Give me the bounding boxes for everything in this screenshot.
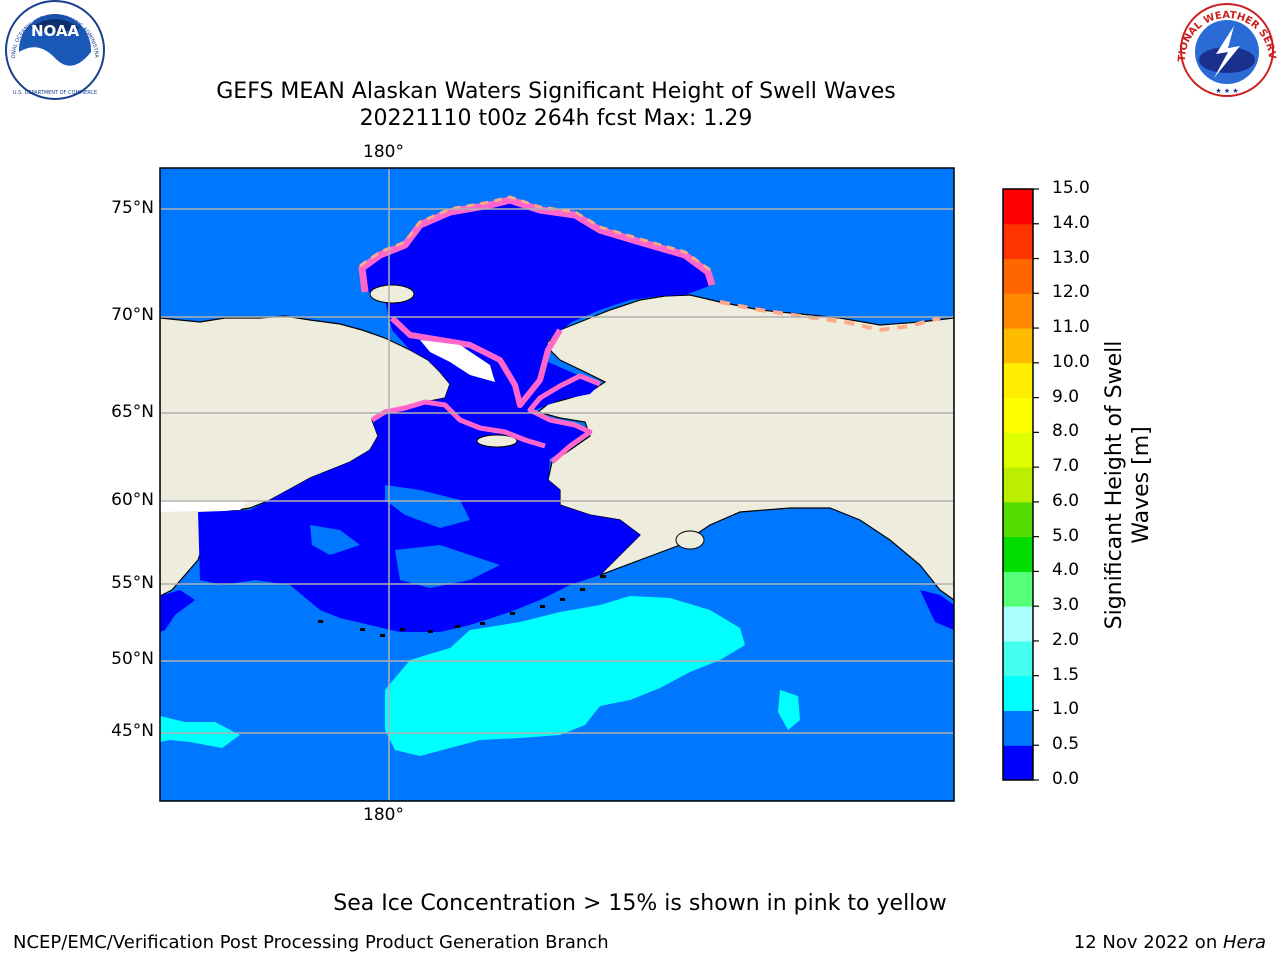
colorbar-tick-label: 1.5 [1052,664,1080,685]
aleutian-islands [318,575,606,637]
lat-label-70: 70°N [111,305,154,325]
lat-label-65: 65°N [111,402,154,422]
noaa-logo-bottom-text: U.S. DEPARTMENT OF COMMERCE [13,90,97,96]
lat-label-45: 45°N [111,721,154,741]
swell-1.0-1.5-patch [385,596,745,756]
colorbar-label-line-2: Waves [m] [1129,426,1154,544]
noaa-logo-text: NOAA [31,22,80,40]
colorbar-segment [1003,397,1033,433]
nws-logo-ring-text: NATIONAL WEATHER SERVICE [0,0,1277,62]
colorbar-tick-label: 9.0 [1052,386,1080,407]
colorbar-tick-label: 3.0 [1052,595,1080,616]
colorbar-tick-label: 12.0 [1052,282,1090,303]
sea-ice-note: Sea Ice Concentration > 15% is shown in … [333,891,947,916]
lat-label-55: 55°N [111,573,154,593]
footer-credit: NCEP/EMC/Verification Post Processing Pr… [13,932,609,953]
colorbar-segment [1003,258,1033,294]
title-line-1: GEFS MEAN Alaskan Waters Significant Hei… [216,79,896,104]
colorbar-segment [1003,536,1033,572]
colorbar-tick-label: 4.0 [1052,560,1080,581]
colorbar-segment [1003,432,1033,468]
footer-date: 12 Nov 2022 on Hera [1074,932,1266,953]
svg-text:★ ★ ★: ★ ★ ★ [1215,87,1238,95]
colorbar-segment [1003,745,1033,781]
colorbar-label: Significant Height of Swell Waves [m] [1101,341,1155,630]
colorbar-segment [1003,571,1033,607]
colorbar-tick-label: 2.0 [1052,629,1080,650]
svg-text:NATIONAL WEATHER SERVICE: NATIONAL WEATHER SERVICE [0,0,1277,62]
lat-label-60: 60°N [111,490,154,510]
colorbar-segment [1003,640,1033,677]
colorbar-frame [1002,188,1034,781]
colorbar-segment [1003,362,1033,399]
colorbar-tick-label: 13.0 [1052,247,1090,268]
lon-label-bottom: 180° [363,805,404,825]
colorbar [1002,188,1039,781]
colorbar-segment [1003,501,1033,538]
colorbar-tick-label: 1.0 [1052,699,1080,720]
colorbar-segment [1003,467,1033,503]
colorbar-segment [1003,710,1033,746]
nws-logo-icon: NATIONAL WEATHER SERVICE ★ ★ ★ [0,0,1277,97]
map-area [160,168,954,801]
colorbar-tick-label: 5.0 [1052,525,1080,546]
colorbar-tick-label: 15.0 [1052,178,1090,198]
colorbar-segment [1003,189,1033,225]
footer-host: Hera [1222,932,1266,953]
colorbar-segment [1003,675,1033,711]
title-line-2: 20221110 t00z 264h fcst Max: 1.29 [359,106,753,131]
colorbar-label-line-1: Significant Height of Swell [1102,340,1127,630]
arctic-swell-0-0.5 [362,200,712,460]
lon-label-top: 180° [363,142,404,162]
colorbar-tick-label: 11.0 [1052,317,1090,338]
colorbar-tick-label: 14.0 [1052,212,1090,233]
colorbar-tick-label: 0.5 [1052,734,1080,755]
colorbar-segment [1003,223,1033,260]
colorbar-tick-label: 6.0 [1052,490,1080,511]
colorbar-segment [1003,328,1033,364]
colorbar-tick-label: 10.0 [1052,351,1090,372]
colorbar-segment [1003,293,1033,329]
lat-label-50: 50°N [111,649,154,669]
colorbar-tick-label: 8.0 [1052,421,1080,442]
map-frame [159,167,955,802]
map-gridlines [160,168,954,801]
footer-date-text: 12 Nov 2022 on [1073,932,1223,953]
noaa-logo-icon: NOAA NATIONAL OCEANIC AND ATMOSPHERIC AD… [0,0,105,100]
chart-title: GEFS MEAN Alaskan Waters Significant Hei… [0,78,1112,132]
lat-label-75: 75°N [111,198,154,218]
colorbar-tick-label: 0.0 [1052,769,1080,789]
colorbar-tick-label: 7.0 [1052,456,1080,477]
colorbar-segment [1003,606,1033,642]
